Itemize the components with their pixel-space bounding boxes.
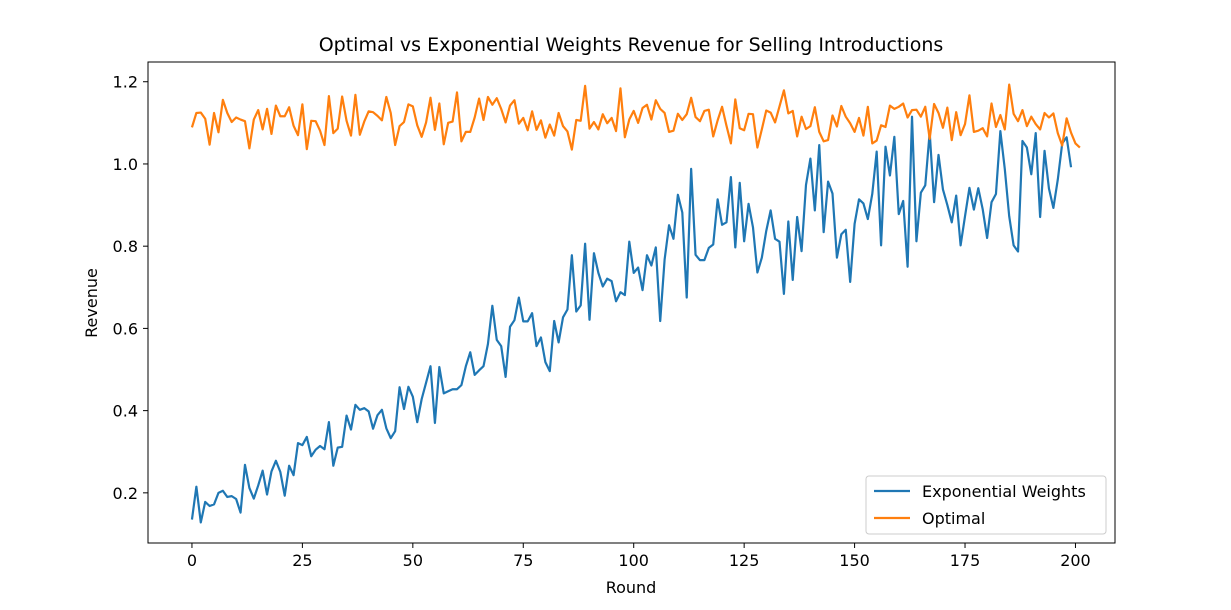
series-line-exponential-weights (190, 115, 1073, 524)
series-line-optimal (190, 83, 1081, 151)
y-axis-label: Revenue (82, 268, 101, 338)
y-tick-label: 0.8 (113, 237, 138, 256)
legend: Exponential Weights Optimal (865, 475, 1107, 535)
legend-box (865, 475, 1107, 535)
x-axis: 0 25 50 75 100 125 150 175 200 (187, 543, 1091, 570)
chart-title: Optimal vs Exponential Weights Revenue f… (319, 34, 944, 56)
y-tick-label: 1.2 (113, 73, 138, 92)
y-tick-label: 0.2 (113, 484, 138, 503)
y-tick-label: 0.6 (113, 319, 138, 338)
x-tick-label: 25 (292, 551, 312, 570)
x-axis-label: Round (606, 578, 657, 597)
y-tick-label: 0.4 (113, 402, 138, 421)
plot-area-frame (147, 61, 1116, 544)
y-tick-label: 1.0 (113, 155, 138, 174)
x-tick-label: 0 (187, 551, 197, 570)
x-tick-label: 200 (1060, 551, 1091, 570)
x-tick-label: 125 (729, 551, 760, 570)
legend-label: Exponential Weights (922, 482, 1086, 501)
y-axis: 0.2 0.4 0.6 0.8 1.0 1.2 (113, 73, 148, 503)
x-tick-label: 150 (839, 551, 870, 570)
x-tick-label: 100 (618, 551, 649, 570)
series-layer (190, 83, 1081, 524)
x-tick-label: 50 (403, 551, 423, 570)
x-tick-label: 175 (950, 551, 981, 570)
legend-label: Optimal (922, 509, 985, 528)
x-tick-label: 75 (513, 551, 533, 570)
